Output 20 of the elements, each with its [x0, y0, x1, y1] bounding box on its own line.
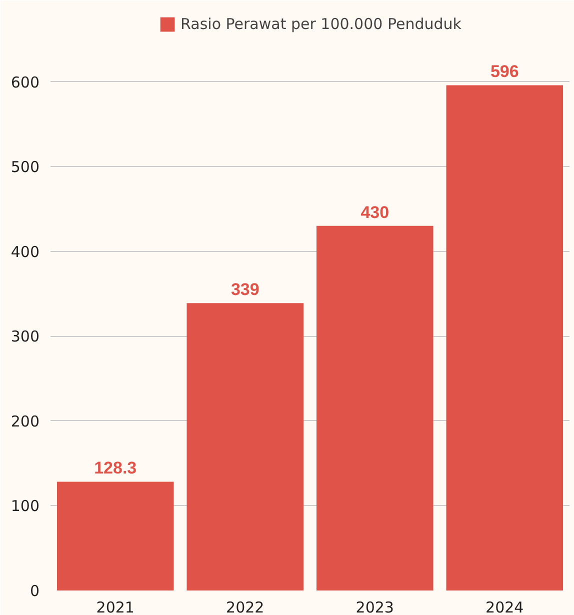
y-tick-label: 100 [10, 497, 40, 516]
x-tick-label: 2022 [226, 598, 264, 615]
bar [186, 303, 304, 590]
x-tick-label: 2021 [96, 598, 134, 615]
data-label: 339 [230, 280, 260, 300]
y-tick-label: 600 [10, 73, 40, 92]
y-tick-label: 200 [10, 412, 40, 430]
data-label: 596 [490, 62, 519, 82]
y-tick-label: 500 [10, 158, 40, 176]
x-tick-label: 2023 [356, 598, 394, 615]
data-label: 128.3 [94, 458, 137, 478]
data-label: 430 [360, 202, 390, 222]
y-tick-label: 0 [30, 582, 40, 600]
bar [316, 226, 434, 590]
y-tick-label: 300 [10, 328, 40, 346]
bar [56, 482, 174, 590]
x-tick-label: 2024 [486, 598, 524, 615]
legend-label: Rasio Perawat per 100.000 Penduduk [180, 15, 462, 33]
y-tick-label: 400 [10, 242, 40, 261]
bar [446, 85, 564, 590]
